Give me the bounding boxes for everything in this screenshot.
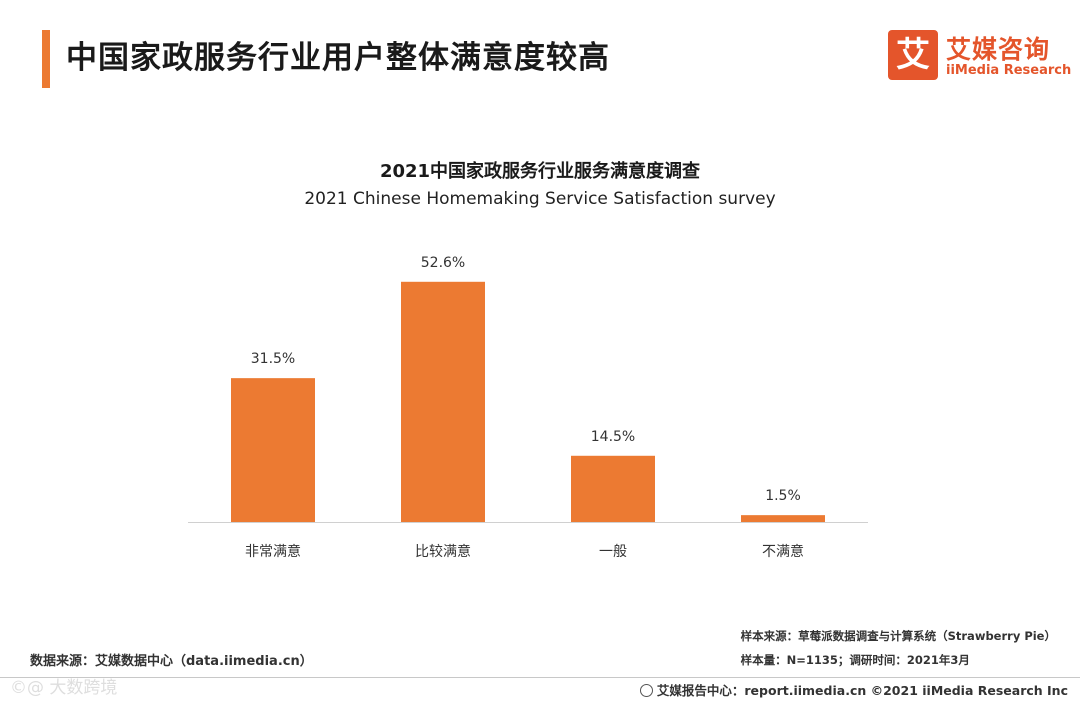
bar-1 xyxy=(231,378,315,522)
category-label-1: 非常满意 xyxy=(245,543,301,560)
data-source: 数据来源：艾媒数据中心（data.iimedia.cn） xyxy=(30,654,313,669)
chart-title: 2021中国家政服务行业服务满意度调查 xyxy=(379,161,701,182)
bar-4 xyxy=(741,515,825,522)
data-label-4: 1.5% xyxy=(765,488,801,504)
chart-subtitle: 2021 Chinese Homemaking Service Satisfac… xyxy=(304,189,776,209)
footer-divider xyxy=(0,677,1080,678)
data-label-1: 31.5% xyxy=(251,351,295,367)
data-label-2: 52.6% xyxy=(421,255,465,271)
globe-icon xyxy=(639,684,653,697)
watermark: ©@ 大数跨境 xyxy=(10,678,118,698)
sample-info: 样本来源：草莓派数据调查与计算系统（Strawberry Pie） 样本量：N=… xyxy=(741,628,1056,676)
category-label-3: 一般 xyxy=(599,544,627,560)
logo-mark-icon: 艾 xyxy=(888,30,938,80)
logo-text-en: iiMedia Research xyxy=(946,63,1072,78)
bar-3 xyxy=(571,455,655,522)
sample-source: 样本来源：草莓派数据调查与计算系统（Strawberry Pie） xyxy=(740,629,1056,643)
category-label-4: 不满意 xyxy=(762,543,804,560)
logo-text-cn: 艾媒咨询 xyxy=(946,35,1051,64)
title-accent-bar xyxy=(42,30,50,88)
bar-2 xyxy=(401,281,485,522)
report-center-footer: 艾媒报告中心：report.iimedia.cn ©2021 iiMedia R… xyxy=(639,680,1068,699)
iimedia-logo: 艾 艾媒咨询 iiMedia Research xyxy=(888,30,1071,82)
page-title: 中国家政服务行业用户整体满意度较高 xyxy=(66,40,610,76)
report-center-text: 艾媒报告中心：report.iimedia.cn ©2021 iiMedia R… xyxy=(656,683,1068,698)
category-label-2: 比较满意 xyxy=(415,543,471,560)
sample-size: 样本量：N=1135；调研时间：2021年3月 xyxy=(740,653,970,667)
data-label-3: 14.5% xyxy=(591,429,635,445)
